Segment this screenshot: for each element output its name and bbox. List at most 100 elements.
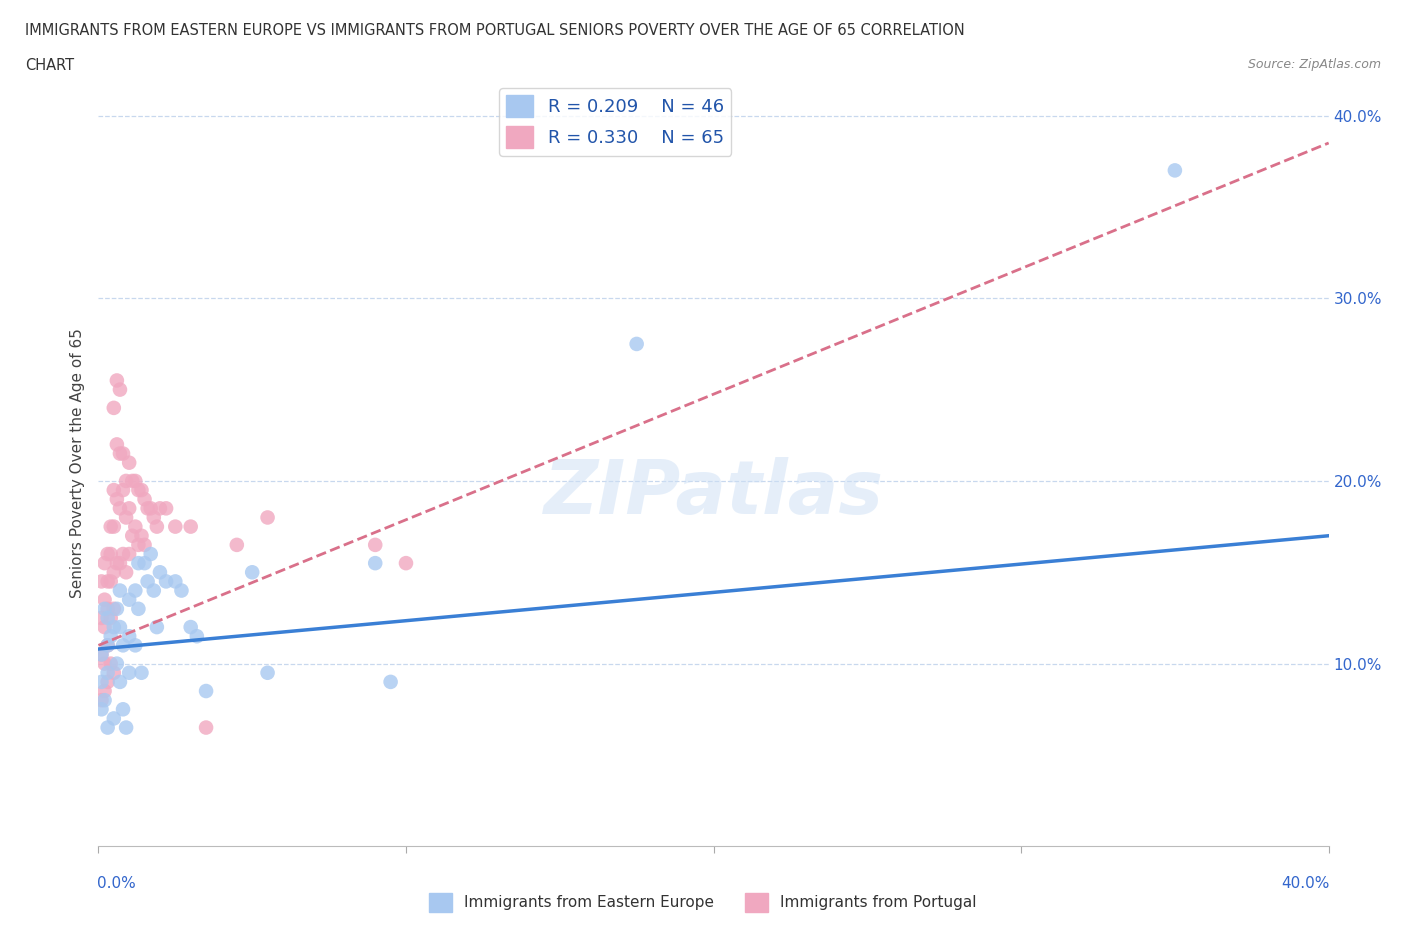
Point (100, 629, 122, 644)
Point (90, 610, 112, 625)
Point (105, 437, 128, 452)
Point (115, 565, 138, 579)
Point (115, 473, 138, 488)
Legend: Immigrants from Eastern Europe, Immigrants from Portugal: Immigrants from Eastern Europe, Immigran… (423, 887, 983, 918)
Point (127, 483, 149, 498)
Point (93, 657, 115, 671)
Point (118, 501, 141, 516)
Point (103, 483, 125, 498)
Point (186, 629, 208, 644)
Point (97, 574, 120, 589)
Point (112, 446, 135, 461)
Point (256, 510, 278, 525)
Point (256, 665, 278, 680)
Point (103, 565, 125, 579)
Point (112, 547, 135, 562)
Point (97, 720, 120, 735)
Point (108, 674, 131, 689)
Point (90, 702, 112, 717)
Point (105, 492, 128, 507)
Point (149, 565, 172, 579)
Point (165, 519, 187, 534)
Point (155, 501, 177, 516)
Point (93, 556, 115, 571)
Point (1164, 163, 1187, 178)
Point (93, 684, 115, 698)
Text: 40.0%: 40.0% (1281, 876, 1330, 892)
Text: ZIPatlas: ZIPatlas (544, 457, 883, 530)
Point (364, 556, 387, 571)
Point (108, 382, 131, 397)
Point (118, 456, 141, 471)
Point (118, 665, 141, 680)
Point (124, 583, 146, 598)
Point (93, 602, 115, 617)
Point (195, 684, 218, 698)
Point (118, 547, 141, 562)
Point (100, 519, 122, 534)
Point (124, 638, 146, 653)
Point (136, 574, 159, 589)
Point (142, 583, 165, 598)
Point (97, 610, 120, 625)
Point (115, 510, 138, 525)
Point (100, 657, 122, 671)
Point (93, 592, 115, 607)
Point (112, 702, 135, 717)
Point (139, 547, 162, 562)
Point (127, 538, 149, 552)
Point (380, 674, 402, 689)
Point (155, 574, 177, 589)
Point (112, 483, 135, 498)
Point (146, 519, 169, 534)
Point (97, 547, 120, 562)
Text: 0.0%: 0.0% (97, 876, 136, 892)
Point (100, 610, 122, 625)
Point (112, 638, 135, 653)
Point (90, 647, 112, 662)
Point (127, 556, 149, 571)
Point (100, 574, 122, 589)
Point (626, 337, 648, 352)
Point (118, 592, 141, 607)
Point (103, 602, 125, 617)
Text: CHART: CHART (25, 58, 75, 73)
Point (149, 501, 172, 516)
Point (134, 492, 156, 507)
Point (131, 483, 153, 498)
Point (136, 501, 159, 516)
Point (103, 711, 125, 725)
Point (97, 602, 120, 617)
Point (105, 602, 128, 617)
Y-axis label: Seniors Poverty Over the Age of 65: Seniors Poverty Over the Age of 65 (69, 327, 84, 598)
Point (124, 473, 146, 488)
Point (131, 528, 153, 543)
Point (90, 693, 112, 708)
Point (134, 538, 156, 552)
Point (105, 657, 128, 671)
Point (121, 528, 143, 543)
Point (93, 619, 115, 634)
Point (108, 556, 131, 571)
Point (146, 619, 169, 634)
Point (121, 473, 143, 488)
Point (97, 674, 120, 689)
Point (90, 647, 112, 662)
Point (108, 583, 131, 598)
Point (103, 519, 125, 534)
Point (115, 720, 138, 735)
Point (225, 538, 247, 552)
Point (97, 638, 120, 653)
Point (118, 629, 141, 644)
Point (142, 510, 165, 525)
Point (180, 519, 202, 534)
Point (103, 401, 125, 416)
Point (195, 720, 218, 735)
Point (105, 556, 128, 571)
Point (90, 574, 112, 589)
Point (108, 446, 131, 461)
Point (108, 619, 131, 634)
Point (127, 602, 149, 617)
Point (139, 501, 162, 516)
Point (108, 501, 131, 516)
